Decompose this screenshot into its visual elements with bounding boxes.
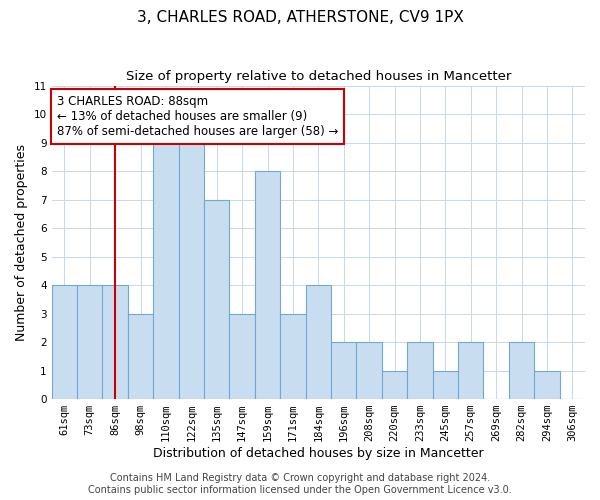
Bar: [356, 342, 382, 399]
Bar: [103, 285, 128, 399]
Bar: [305, 285, 331, 399]
Text: 3 CHARLES ROAD: 88sqm
← 13% of detached houses are smaller (9)
87% of semi-detac: 3 CHARLES ROAD: 88sqm ← 13% of detached …: [57, 95, 338, 138]
Bar: [331, 342, 356, 399]
Bar: [458, 342, 484, 399]
Bar: [77, 285, 103, 399]
Bar: [52, 285, 77, 399]
Bar: [153, 142, 179, 399]
Y-axis label: Number of detached properties: Number of detached properties: [15, 144, 28, 341]
Bar: [179, 142, 204, 399]
Bar: [382, 370, 407, 399]
Bar: [433, 370, 458, 399]
Bar: [255, 171, 280, 399]
Bar: [509, 342, 534, 399]
Text: Contains HM Land Registry data © Crown copyright and database right 2024.
Contai: Contains HM Land Registry data © Crown c…: [88, 474, 512, 495]
Bar: [229, 314, 255, 399]
Bar: [128, 314, 153, 399]
Bar: [407, 342, 433, 399]
Bar: [280, 314, 305, 399]
X-axis label: Distribution of detached houses by size in Mancetter: Distribution of detached houses by size …: [153, 447, 484, 460]
Text: 3, CHARLES ROAD, ATHERSTONE, CV9 1PX: 3, CHARLES ROAD, ATHERSTONE, CV9 1PX: [137, 10, 463, 25]
Bar: [534, 370, 560, 399]
Title: Size of property relative to detached houses in Mancetter: Size of property relative to detached ho…: [125, 70, 511, 83]
Bar: [204, 200, 229, 399]
